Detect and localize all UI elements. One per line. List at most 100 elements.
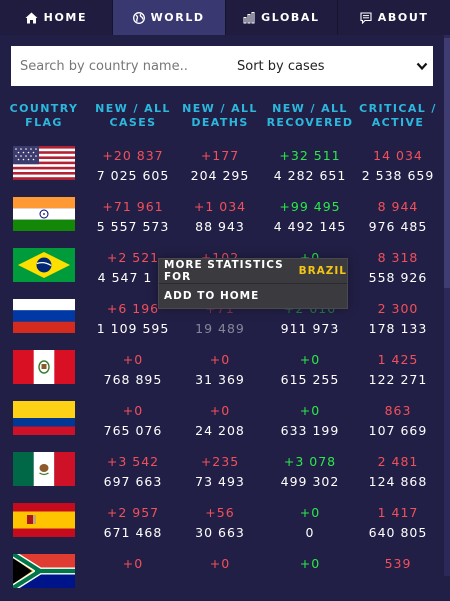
tab-label: GLOBAL <box>261 11 320 24</box>
critical-count: 8 944 <box>377 199 419 214</box>
column-header-critical-active: CRITICAL / ACTIVE <box>359 102 437 129</box>
scrollbar-track[interactable] <box>444 35 450 576</box>
new-recovered: +0 <box>299 505 321 520</box>
new-deaths: +177 <box>200 148 240 163</box>
more-statistics-menu-item[interactable]: MORE STATISTICS FOR BRAZIL <box>164 259 347 283</box>
new-cases: +2 957 <box>106 505 160 520</box>
column-header-cases: NEW / ALL CASES <box>95 102 171 129</box>
tab-world[interactable]: WORLD <box>112 0 226 35</box>
total-recovered: 4 492 145 <box>273 219 347 234</box>
new-cases: +0 <box>122 352 144 367</box>
active-count: 122 271 <box>368 372 428 387</box>
critical-count: 14 034 <box>373 148 423 163</box>
total-cases: 5 557 573 <box>96 219 170 234</box>
table-row[interactable]: +3 542 697 663 +235 73 493 +3 078 499 30… <box>0 448 444 499</box>
menu-country-name: BRAZIL <box>298 265 347 277</box>
brazil-flag <box>13 248 75 282</box>
tab-home[interactable]: HOME <box>0 0 113 35</box>
new-cases: +0 <box>122 556 144 571</box>
total-deaths: 31 369 <box>195 372 245 387</box>
total-recovered: 615 255 <box>280 372 340 387</box>
new-recovered: +99 495 <box>279 199 341 214</box>
new-cases: +20 837 <box>102 148 164 163</box>
new-cases: +2 521 <box>106 250 160 265</box>
new-cases: +71 961 <box>102 199 164 214</box>
active-count: 558 926 <box>368 270 428 285</box>
total-recovered: 633 199 <box>280 423 340 438</box>
new-recovered: +32 511 <box>279 148 341 163</box>
critical-count: 1 417 <box>377 505 419 520</box>
tab-label: ABOUT <box>377 11 429 24</box>
total-recovered: 4 282 651 <box>273 168 347 183</box>
active-count: 124 868 <box>368 474 428 489</box>
peru-flag <box>13 350 75 384</box>
total-cases: 671 468 <box>103 525 163 540</box>
india-flag <box>13 197 75 231</box>
table-row[interactable]: +20 837 7 025 605 +177 204 295 +32 511 4… <box>0 142 444 193</box>
tab-about[interactable]: ABOUT <box>338 0 450 35</box>
new-recovered: +0 <box>299 403 321 418</box>
total-cases: 4 547 1 <box>97 270 153 285</box>
new-deaths: +0 <box>209 352 231 367</box>
new-deaths: +0 <box>209 403 231 418</box>
critical-count: 863 <box>384 403 412 418</box>
critical-count: 2 481 <box>377 454 419 469</box>
total-recovered: 0 <box>305 525 315 540</box>
bar-chart-icon <box>243 11 255 24</box>
total-recovered: 911 973 <box>280 321 340 336</box>
colombia-flag <box>13 401 75 435</box>
new-deaths: +0 <box>209 556 231 571</box>
add-to-home-menu-item[interactable]: ADD TO HOME <box>159 283 347 308</box>
message-icon <box>360 11 372 24</box>
globe-icon <box>132 11 145 24</box>
new-cases: +6 196 <box>106 301 160 316</box>
new-recovered: +3 078 <box>283 454 337 469</box>
new-deaths: +235 <box>200 454 240 469</box>
total-deaths: 204 295 <box>190 168 250 183</box>
critical-count: 1 425 <box>377 352 419 367</box>
tab-label: WORLD <box>150 11 205 24</box>
sort-selected-value: Sort by cases <box>237 58 325 74</box>
sort-select[interactable]: Sort by cases <box>237 46 433 86</box>
chevron-down-icon <box>415 59 429 73</box>
total-deaths: 73 493 <box>195 474 245 489</box>
top-navigation: HOME WORLD GLOBAL ABOUT <box>0 0 450 35</box>
table-row[interactable]: +2 957 671 468 +56 30 663 +0 0 1 417 640… <box>0 499 444 550</box>
new-cases: +3 542 <box>106 454 160 469</box>
total-deaths: 24 208 <box>195 423 245 438</box>
russia-flag <box>13 299 75 333</box>
home-icon <box>25 12 38 24</box>
south-africa-flag <box>13 554 75 588</box>
total-deaths: 19 489 <box>195 321 245 336</box>
total-cases: 765 076 <box>103 423 163 438</box>
tab-label: HOME <box>43 11 88 24</box>
column-header-deaths: NEW / ALL DEATHS <box>182 102 258 129</box>
critical-count: 8 318 <box>377 250 419 265</box>
row-context-menu: MORE STATISTICS FOR BRAZIL ADD TO HOME <box>158 258 348 309</box>
scrollbar-thumb[interactable] <box>444 38 450 288</box>
critical-count: 539 <box>384 556 412 571</box>
active-count: 976 485 <box>368 219 428 234</box>
total-cases: 768 895 <box>103 372 163 387</box>
new-recovered: +0 <box>299 352 321 367</box>
critical-count: 2 300 <box>377 301 419 316</box>
search-input[interactable] <box>11 46 221 86</box>
new-recovered: +0 <box>299 556 321 571</box>
table-row[interactable]: +71 961 5 557 573 +1 034 88 943 +99 495 … <box>0 193 444 244</box>
table-row[interactable]: +6 196 1 109 595 +71 19 489 +2 616 911 9… <box>0 295 444 346</box>
column-header-recovered: NEW / ALL RECOVERED <box>266 102 354 129</box>
new-deaths: +56 <box>205 505 235 520</box>
total-cases: 7 025 605 <box>96 168 170 183</box>
search-sort-toolbar: Sort by cases <box>11 46 433 86</box>
usa-flag <box>13 146 75 180</box>
tab-global[interactable]: GLOBAL <box>226 0 339 35</box>
table-row[interactable]: +0 765 076 +0 24 208 +0 633 199 863 107 … <box>0 397 444 448</box>
active-count: 178 133 <box>368 321 428 336</box>
total-deaths: 88 943 <box>195 219 245 234</box>
total-recovered: 499 302 <box>280 474 340 489</box>
active-count: 640 805 <box>368 525 428 540</box>
table-row[interactable]: +0 768 895 +0 31 369 +0 615 255 1 425 12… <box>0 346 444 397</box>
total-deaths: 30 663 <box>195 525 245 540</box>
total-cases: 1 109 595 <box>96 321 170 336</box>
active-count: 107 669 <box>368 423 428 438</box>
